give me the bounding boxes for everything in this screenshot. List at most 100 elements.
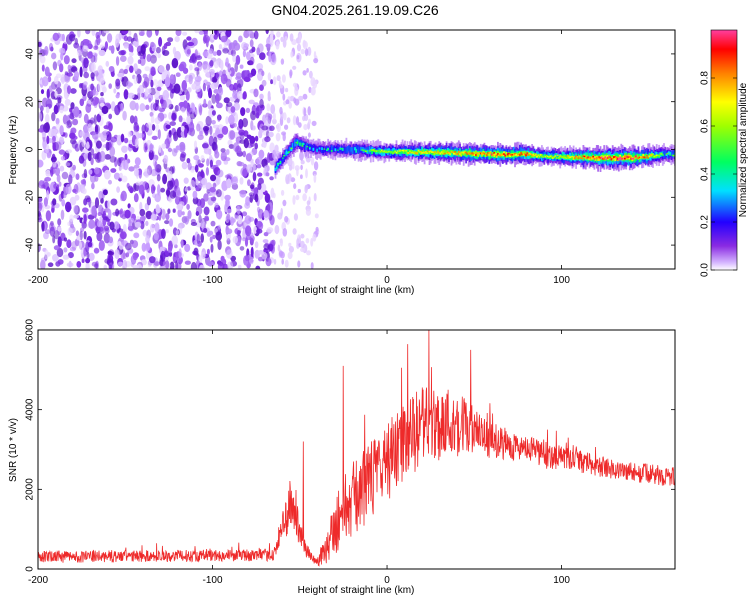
spectrogram-noise-cell	[118, 50, 126, 56]
spectrogram-noise-cell	[171, 235, 178, 246]
spectrogram-trace-cell	[393, 151, 395, 154]
spectrogram-trace-cell	[541, 155, 543, 158]
spectrogram-noise-cell	[257, 189, 264, 200]
spectrogram-trace-cell	[415, 152, 417, 155]
spectrogram-noise-cell	[226, 178, 232, 189]
spectrogram-trace-cell	[591, 157, 593, 160]
spectrogram-trace-cell	[457, 151, 460, 157]
spectrogram-noise-cell	[175, 30, 182, 37]
spectrogram-noise-cell	[161, 228, 166, 239]
spectrogram-noise-cell	[259, 93, 264, 100]
spectrogram-noise-cell	[125, 252, 130, 258]
spectrogram-noise-cell	[84, 195, 91, 200]
spectrogram-noise-cell	[61, 171, 69, 180]
spectrogram-noise-cell	[195, 179, 199, 186]
spectrogram-trace-cell	[476, 152, 478, 154]
spectrogram-noise-cell	[191, 53, 197, 63]
spectrogram-trace-cell	[409, 150, 411, 152]
spectrogram-noise-cell	[165, 189, 171, 197]
spectrogram-noise-cell	[223, 160, 229, 165]
spectrogram-noise-cell	[51, 112, 56, 122]
spectrogram-noise-cell	[124, 209, 131, 219]
spectrogram-trace-cell	[506, 154, 509, 158]
colorbar-ticks: 0.0 0.2 0.4 0.6 0.8	[700, 71, 737, 277]
spectrogram-noise-cell	[50, 156, 57, 163]
spectrogram-noise-cell	[215, 231, 222, 241]
spectrogram-noise-cell	[284, 216, 289, 223]
spectrogram-trace-cell	[569, 156, 571, 158]
spectrogram-noise-cell	[296, 55, 300, 60]
spectrogram-noise-cell	[284, 259, 289, 268]
spectrogram-noise-cell	[238, 162, 245, 167]
snr-x-tick-label: -200	[28, 575, 48, 586]
spectrogram-noise-cell	[208, 48, 214, 54]
spectrogram-noise-cell	[50, 220, 54, 227]
spectrogram-noise-cell	[158, 65, 165, 73]
spectrogram-noise-cell	[167, 208, 171, 214]
spectrogram-noise-cell	[248, 216, 255, 222]
spectrogram-noise-cell	[242, 91, 247, 100]
spectrogram-noise-cell	[161, 143, 167, 149]
spectrogram-noise-cell	[97, 132, 102, 138]
spectrogram-trace-cell	[477, 152, 480, 154]
spectrogram-trace-cell	[307, 144, 310, 151]
spectrogram-noise-cell	[239, 177, 244, 185]
spectrogram-trace-cell	[512, 153, 515, 156]
spectrogram-trace-cell	[543, 155, 546, 157]
spectrogram-noise-cell	[165, 229, 169, 234]
spectrogram-noise-cell	[216, 102, 223, 109]
spectrogram-trace-cell	[432, 151, 434, 156]
spectrogram-noise-cell	[164, 220, 170, 225]
spectrogram-trace-cell	[565, 155, 568, 160]
spectrogram-noise-cell	[269, 33, 274, 44]
spectrogram-noise-cell	[143, 243, 151, 252]
spectrogram-trace-cell	[572, 156, 575, 159]
spectrogram-trace-cell	[556, 156, 559, 159]
spectrogram-noise-cell	[109, 156, 117, 163]
spectrogram-trace-cell	[465, 151, 467, 154]
spectrogram-trace-cell	[598, 156, 601, 159]
spectrogram-noise-cell	[99, 102, 105, 107]
spectrogram-noise-cell	[141, 216, 146, 221]
spectrogram-noise-cell	[98, 68, 103, 80]
spectrogram-noise-cell	[274, 224, 280, 235]
spectrogram-noise	[38, 30, 320, 269]
spectrogram-noise-cell	[145, 235, 150, 244]
spectrogram-noise-cell	[162, 173, 168, 185]
spectrogram-noise-cell	[159, 255, 164, 267]
spectrogram-noise-cell	[192, 190, 198, 199]
spectrogram-trace-cell	[484, 153, 487, 157]
spectrogram-trace-cell	[654, 155, 657, 157]
spectrogram-noise-cell	[237, 90, 243, 100]
spectrogram-trace-cell	[428, 151, 431, 155]
spectrogram-noise-cell	[190, 222, 198, 226]
spectrogram-noise-cell	[307, 132, 311, 138]
spectrogram-trace-cell	[422, 151, 425, 154]
spectrogram-noise-cell	[256, 220, 263, 228]
spectrogram-noise-cell	[108, 83, 112, 89]
spectrogram-noise-cell	[300, 233, 305, 239]
spectrogram-noise-cell	[52, 32, 60, 42]
spectrogram-trace-cell	[318, 147, 321, 150]
spectrogram-noise-cell	[239, 64, 244, 69]
spectrogram-noise-cell	[306, 250, 311, 256]
spectrogram-noise-cell	[304, 48, 309, 57]
spectrogram-noise-cell	[78, 155, 85, 164]
spectrogram-noise-cell	[38, 128, 45, 133]
spectrogram-noise-cell	[220, 151, 227, 162]
spectrogram-trace-cell	[561, 153, 564, 158]
spectrogram-trace-cell	[530, 153, 532, 155]
spectrogram-noise-cell	[93, 247, 100, 254]
spectrogram-noise-cell	[217, 239, 222, 251]
spectrogram-noise-cell	[155, 46, 161, 54]
snr-x-axis-label: Height of straight line (km)	[298, 585, 415, 596]
spectrogram-trace-cell	[343, 147, 345, 151]
spectrogram-noise-cell	[88, 252, 95, 261]
spectrogram-noise-cell	[82, 188, 87, 195]
spectrogram-noise-cell	[133, 75, 138, 85]
spectrogram-noise-cell	[138, 31, 145, 36]
spectrogram-noise-cell	[39, 105, 44, 112]
spectrogram-trace-cell	[468, 150, 471, 155]
spectrogram-noise-cell	[88, 169, 93, 175]
spectrogram-noise-cell	[146, 196, 151, 206]
